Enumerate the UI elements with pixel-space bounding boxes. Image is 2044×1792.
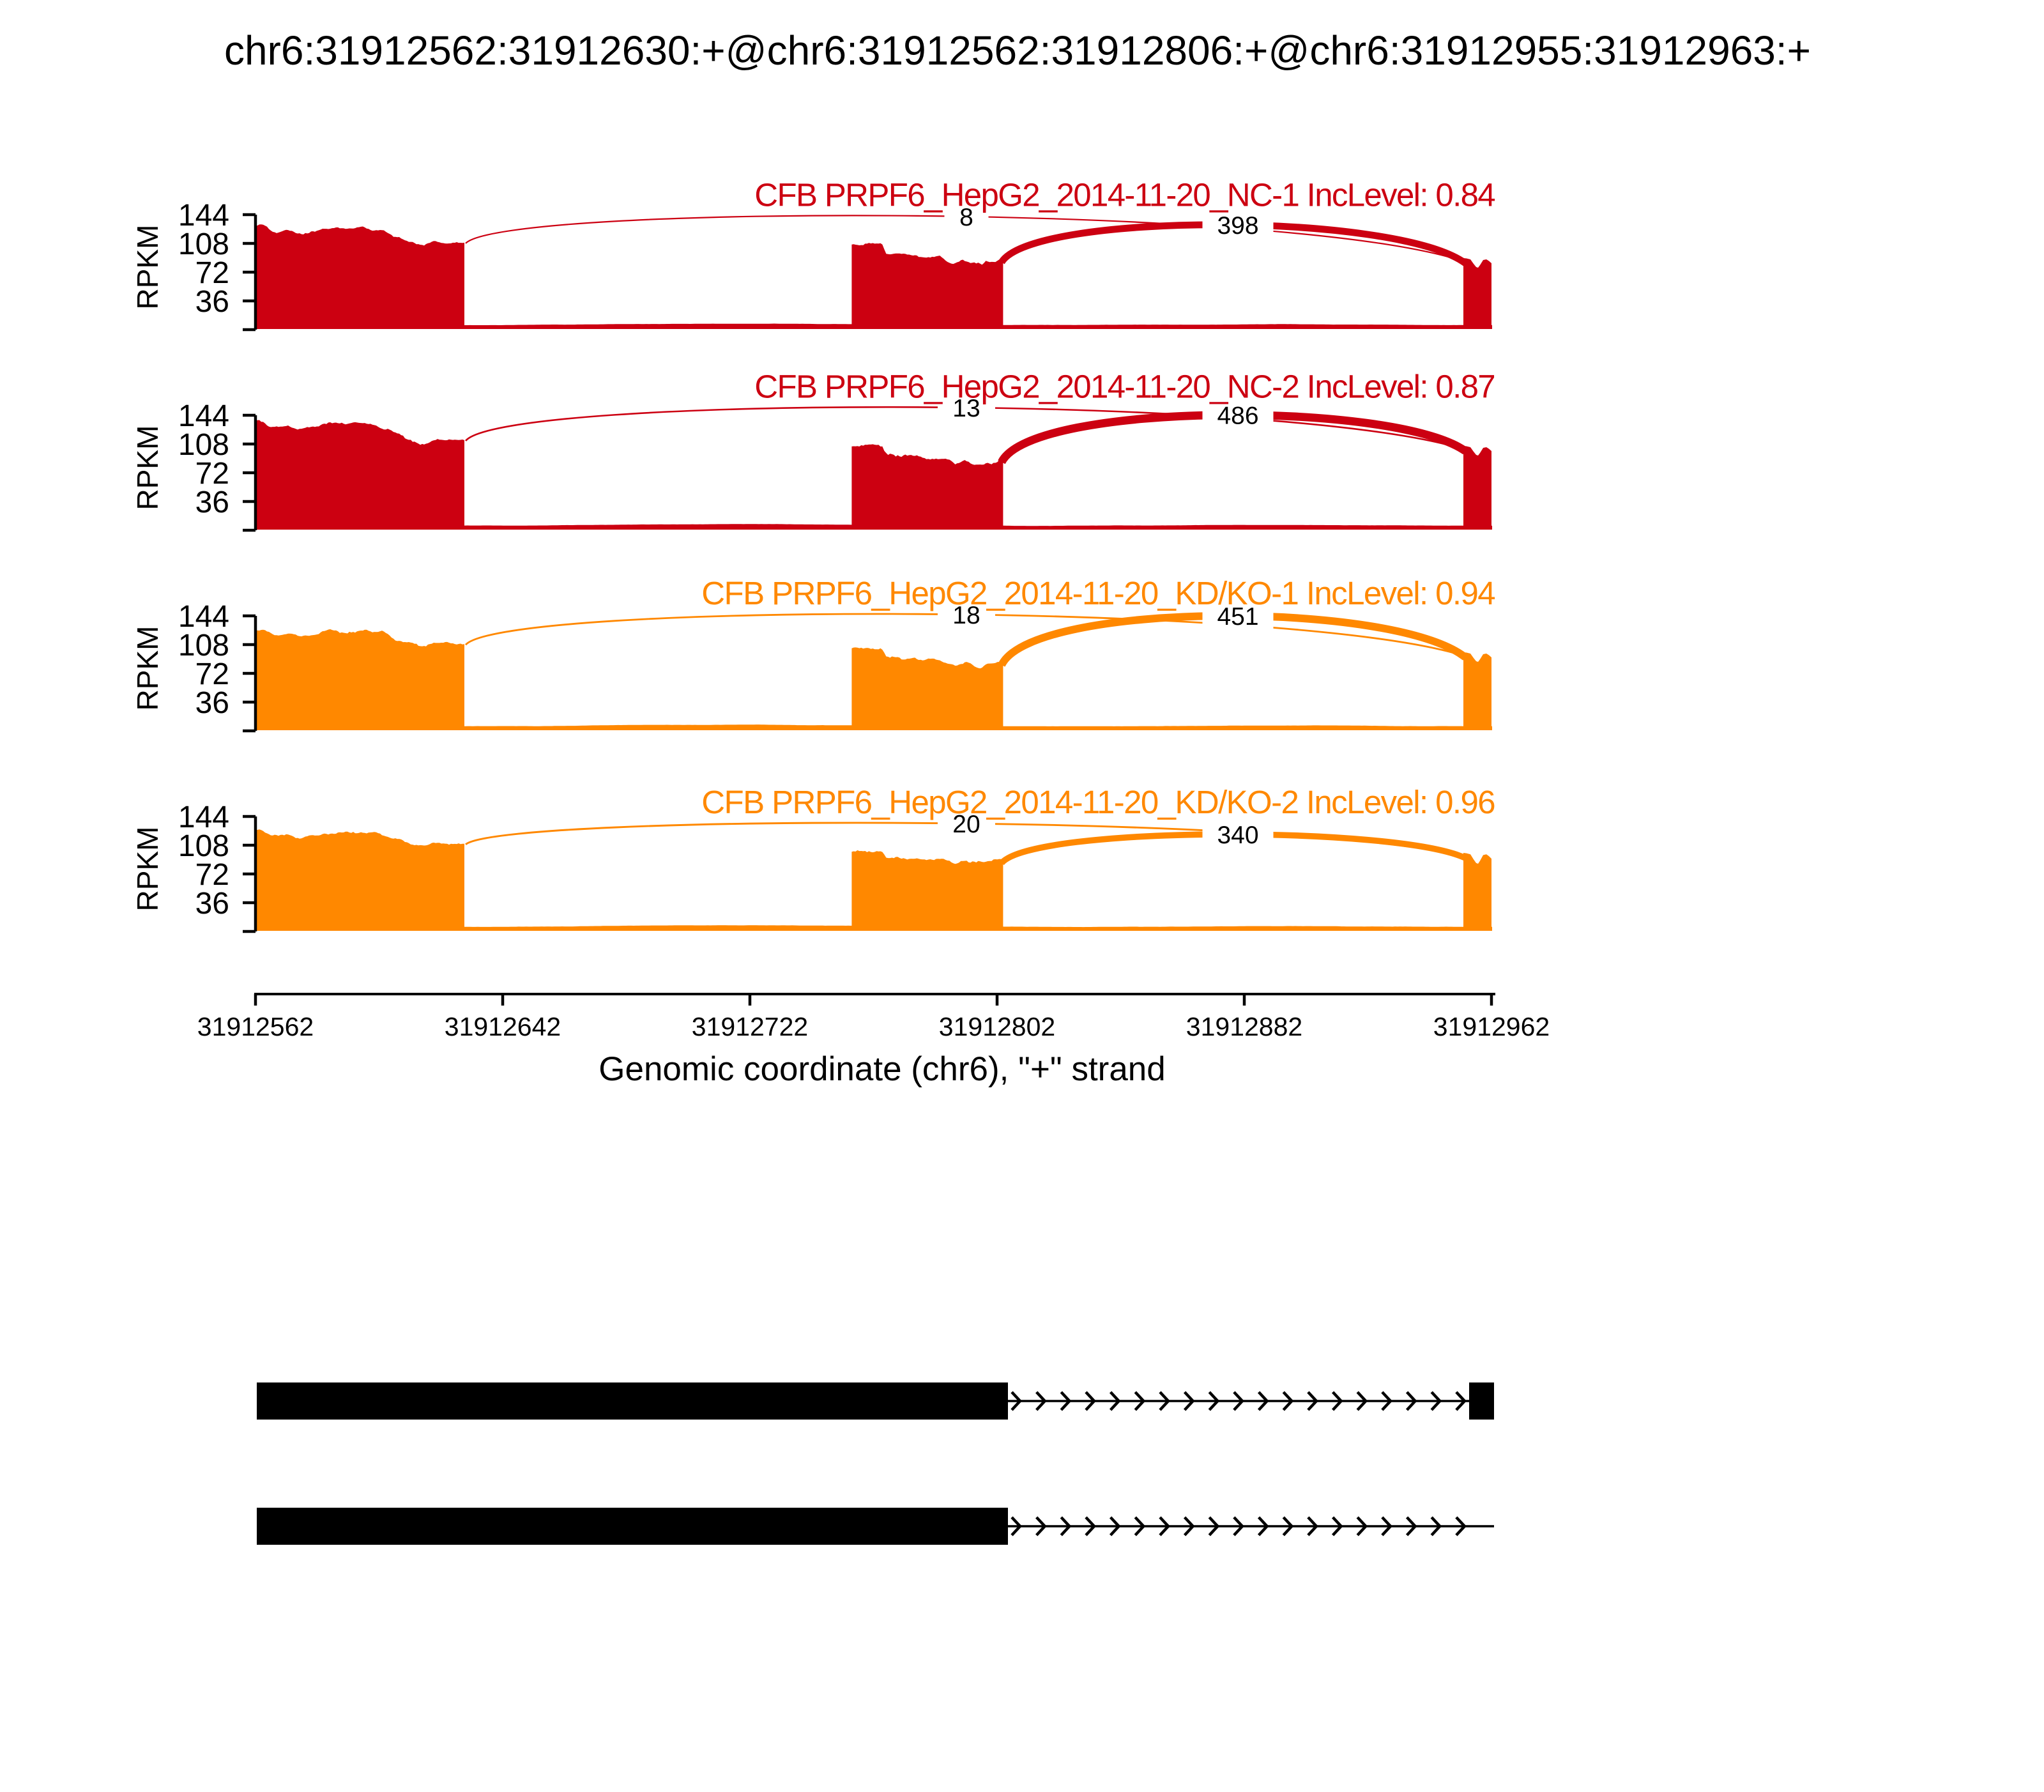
svg-text:398: 398 [1217, 212, 1258, 240]
svg-text:18: 18 [952, 602, 980, 629]
svg-text:36: 36 [195, 285, 229, 319]
svg-text:340: 340 [1217, 822, 1258, 849]
svg-text:31912562: 31912562 [197, 1012, 314, 1041]
svg-text:144: 144 [178, 600, 229, 634]
svg-text:31912802: 31912802 [939, 1012, 1055, 1041]
svg-text:CFB PRPF6_HepG2_2014-11-20_KD/: CFB PRPF6_HepG2_2014-11-20_KD/KO-1 IncLe… [701, 575, 1495, 611]
svg-text:144: 144 [178, 800, 229, 834]
svg-text:108: 108 [178, 629, 229, 662]
svg-text:108: 108 [178, 428, 229, 462]
svg-text:31912882: 31912882 [1186, 1012, 1302, 1041]
svg-text:144: 144 [178, 199, 229, 233]
svg-text:13: 13 [952, 395, 980, 422]
svg-text:36: 36 [195, 486, 229, 519]
svg-text:72: 72 [195, 657, 229, 691]
svg-text:108: 108 [178, 829, 229, 863]
svg-text:RPKM: RPKM [131, 225, 164, 310]
svg-text:RPKM: RPKM [131, 827, 164, 912]
svg-text:31912722: 31912722 [692, 1012, 808, 1041]
svg-text:31912642: 31912642 [445, 1012, 561, 1041]
svg-text:36: 36 [195, 887, 229, 921]
svg-text:chr6:31912562:31912630:+@chr6:: chr6:31912562:31912630:+@chr6:31912562:3… [224, 27, 1811, 73]
svg-text:486: 486 [1217, 402, 1258, 430]
svg-text:RPKM: RPKM [131, 425, 164, 510]
svg-text:RPKM: RPKM [131, 626, 164, 711]
svg-text:CFB PRPF6_HepG2_2014-11-20_NC-: CFB PRPF6_HepG2_2014-11-20_NC-2 IncLevel… [754, 369, 1495, 405]
svg-text:36: 36 [195, 686, 229, 720]
svg-text:CFB PRPF6_HepG2_2014-11-20_NC-: CFB PRPF6_HepG2_2014-11-20_NC-1 IncLevel… [754, 177, 1495, 213]
svg-text:Genomic coordinate (chr6), "+": Genomic coordinate (chr6), "+" strand [599, 1050, 1166, 1088]
svg-text:451: 451 [1217, 603, 1258, 631]
svg-text:8: 8 [959, 204, 973, 231]
svg-text:72: 72 [195, 858, 229, 892]
svg-text:31912962: 31912962 [1433, 1012, 1550, 1041]
svg-text:CFB PRPF6_HepG2_2014-11-20_KD/: CFB PRPF6_HepG2_2014-11-20_KD/KO-2 IncLe… [701, 784, 1495, 820]
svg-text:144: 144 [178, 399, 229, 433]
svg-text:72: 72 [195, 457, 229, 491]
svg-text:108: 108 [178, 227, 229, 261]
svg-text:72: 72 [195, 256, 229, 290]
svg-text:20: 20 [952, 811, 980, 838]
